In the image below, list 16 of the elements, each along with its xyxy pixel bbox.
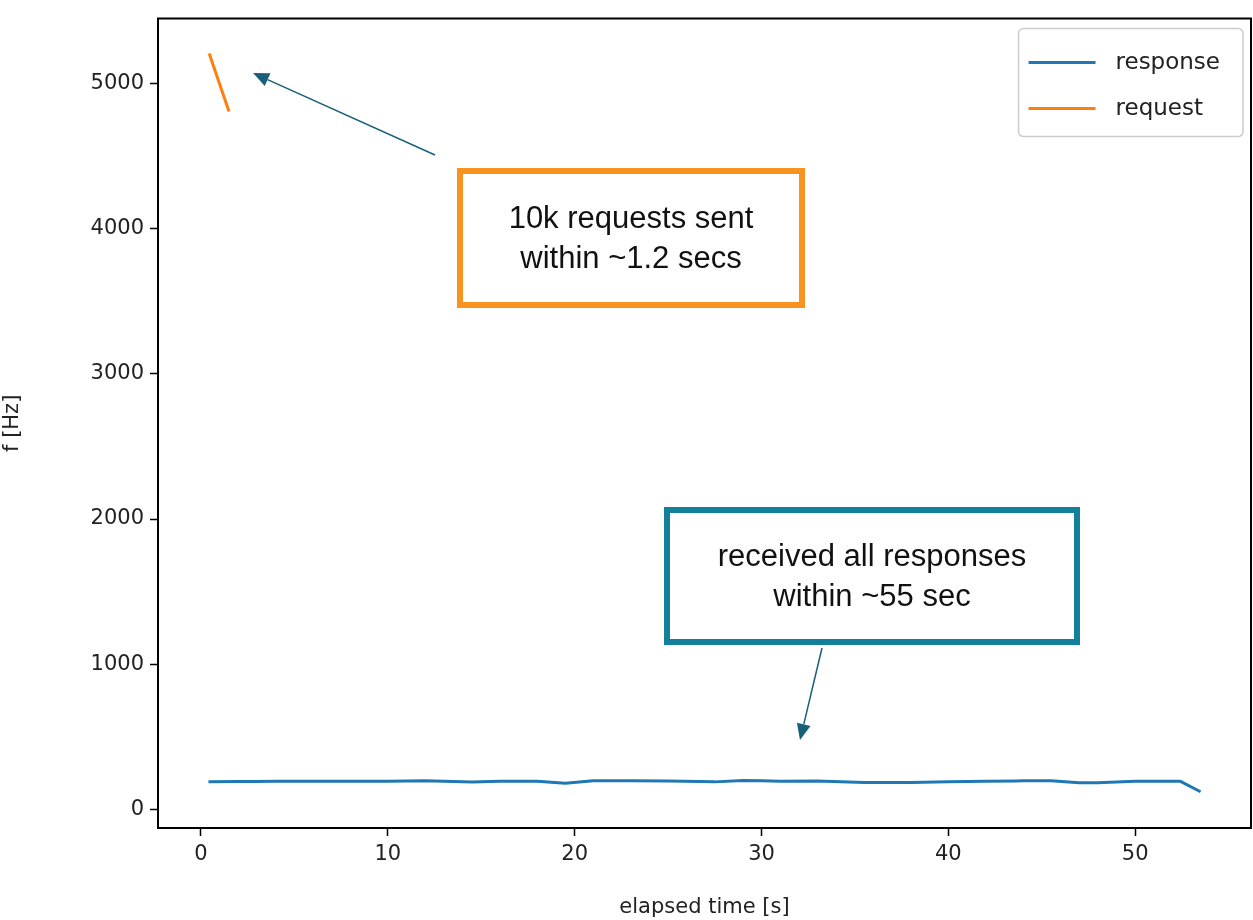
x-tick-label: 30 (748, 841, 775, 866)
y-tick-label: 5000 (90, 70, 144, 95)
y-tick-label: 0 (130, 795, 144, 820)
legend-label: request (1115, 93, 1203, 120)
x-tick-label: 50 (1121, 841, 1149, 866)
x-tick-label: 10 (374, 841, 402, 866)
x-tick-label: 20 (561, 841, 589, 866)
y-tick-label: 1000 (90, 650, 144, 675)
legend-label: response (1115, 47, 1220, 74)
y-tick-label: 2000 (90, 505, 144, 530)
x-tick-label: 0 (194, 841, 208, 866)
y-tick-label: 3000 (90, 360, 144, 385)
x-axis-title: elapsed time [s] (619, 893, 790, 918)
y-tick-label: 4000 (90, 215, 144, 240)
x-tick-label: 40 (934, 841, 962, 866)
y-axis-title: f [Hz] (0, 394, 24, 452)
